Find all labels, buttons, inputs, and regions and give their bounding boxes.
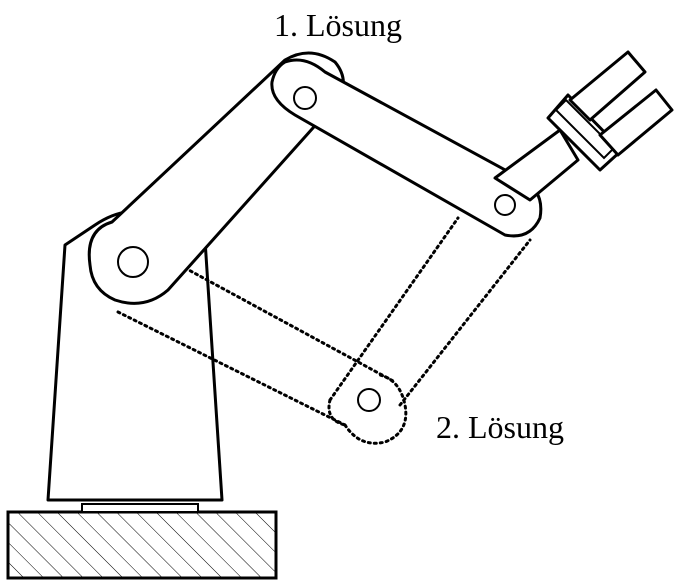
wrist-housing <box>493 128 580 202</box>
mounting-flange <box>81 503 199 513</box>
label-solution-1: 1. Lösung <box>274 7 402 43</box>
upper-arm-link <box>270 58 543 238</box>
elbow-joint-solution-1 <box>293 86 317 110</box>
gripper-finger-lower <box>598 88 674 157</box>
elbow-joint-solution-2 <box>357 388 381 412</box>
wrist-joint <box>494 194 516 216</box>
second-solution-linkage <box>116 216 532 445</box>
shoulder-joint <box>117 246 149 278</box>
gripper-finger-upper <box>568 50 647 122</box>
base-plate <box>6 510 278 580</box>
label-solution-2: 2. Lösung <box>436 409 564 445</box>
